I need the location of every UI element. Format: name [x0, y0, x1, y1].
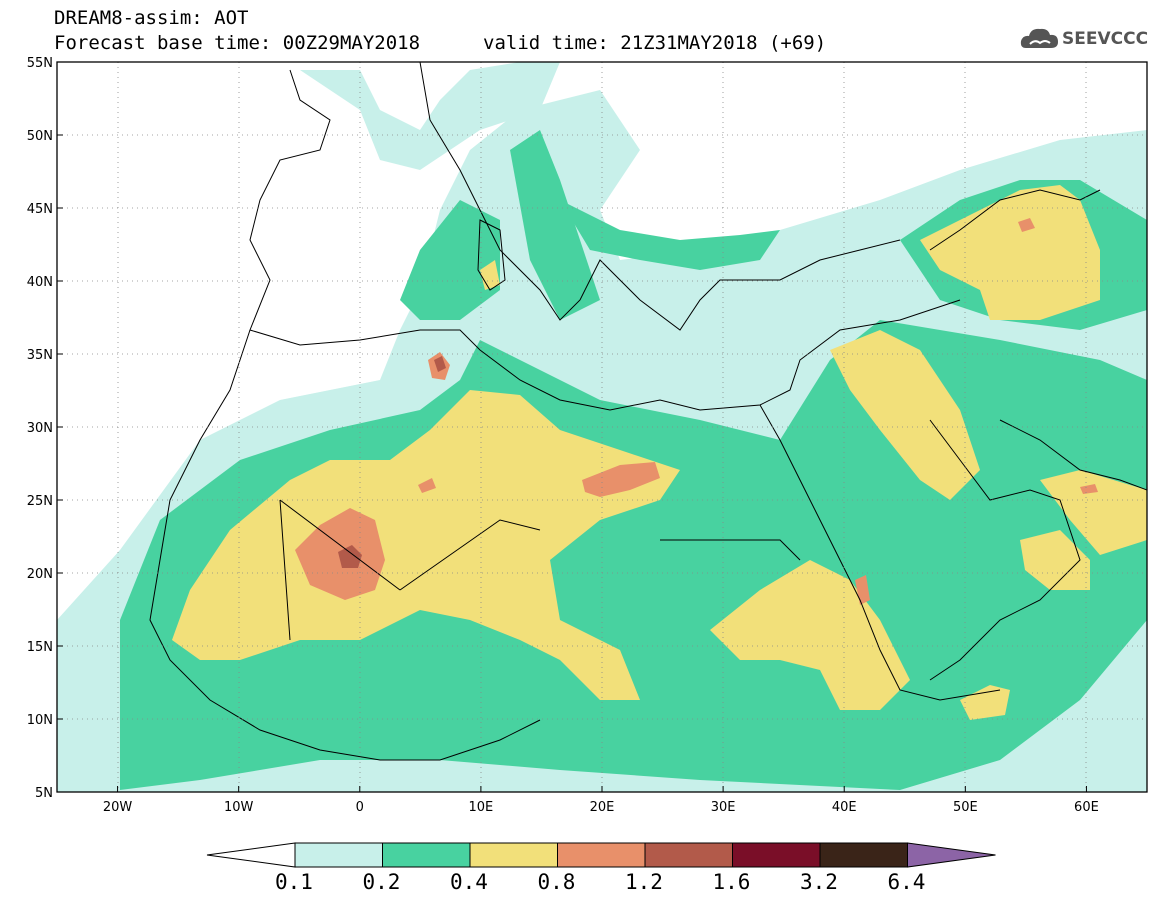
y-tick-label: 20N [27, 567, 53, 582]
map-title: DREAM8-assim: AOT [54, 7, 249, 29]
colorbar-level-label: 0.8 [537, 870, 576, 894]
aot-shading-0.4 [172, 185, 1147, 720]
colorbar-over-triangle [907, 842, 996, 868]
x-tick-label: 40E [832, 800, 857, 815]
y-tick-label: 30N [27, 421, 53, 436]
y-tick-label: 15N [27, 640, 53, 655]
map-gridlines [57, 62, 1147, 792]
y-tick-label: 25N [27, 494, 53, 509]
x-tick-label: 0 [356, 800, 364, 815]
colorbar-swatch [294, 842, 383, 868]
colorbar-swatch [382, 842, 471, 868]
aot-shading-1.2 [338, 356, 446, 568]
colorbar-swatch [644, 842, 733, 868]
logo-text: SEEVCCC [1062, 29, 1149, 49]
y-tick-label: 35N [27, 348, 53, 363]
colorbar [206, 842, 996, 868]
y-tick-label: 50N [27, 129, 53, 144]
colorbar-level-label: 1.6 [712, 870, 751, 894]
x-tick-label: 10E [469, 800, 494, 815]
colorbar-swatch [469, 842, 558, 868]
y-tick-label: 55N [27, 56, 53, 71]
colorbar-swatch [732, 842, 821, 868]
x-tick-label: 10W [224, 800, 254, 815]
colorbar-swatch [557, 842, 646, 868]
y-tick-label: 5N [35, 786, 53, 801]
x-tick-label: 60E [1074, 800, 1099, 815]
valid-time: valid time: 21Z31MAY2018 (+69) [483, 32, 827, 54]
colorbar-level-label: 6.4 [887, 870, 926, 894]
colorbar-level-label: 0.4 [450, 870, 488, 894]
x-tick-label: 30E [711, 800, 736, 815]
colorbar-level-label: 3.2 [800, 870, 838, 894]
x-tick-label: 20W [103, 800, 133, 815]
y-tick-label: 10N [27, 713, 53, 728]
colorbar-swatch [819, 842, 908, 868]
y-tick-label: 45N [27, 202, 53, 217]
coastlines [149, 62, 1147, 761]
colorbar-under-triangle [206, 842, 296, 868]
cloud-icon [1020, 28, 1058, 48]
x-tick-label: 50E [953, 800, 978, 815]
colorbar-level-label: 0.1 [275, 870, 313, 894]
colorbar-level-label: 1.2 [625, 870, 663, 894]
x-tick-label: 20E [590, 800, 615, 815]
y-tick-label: 40N [27, 275, 53, 290]
forecast-base-time: Forecast base time: 00Z29MAY2018 [54, 32, 421, 54]
colorbar-level-label: 0.2 [362, 870, 401, 894]
